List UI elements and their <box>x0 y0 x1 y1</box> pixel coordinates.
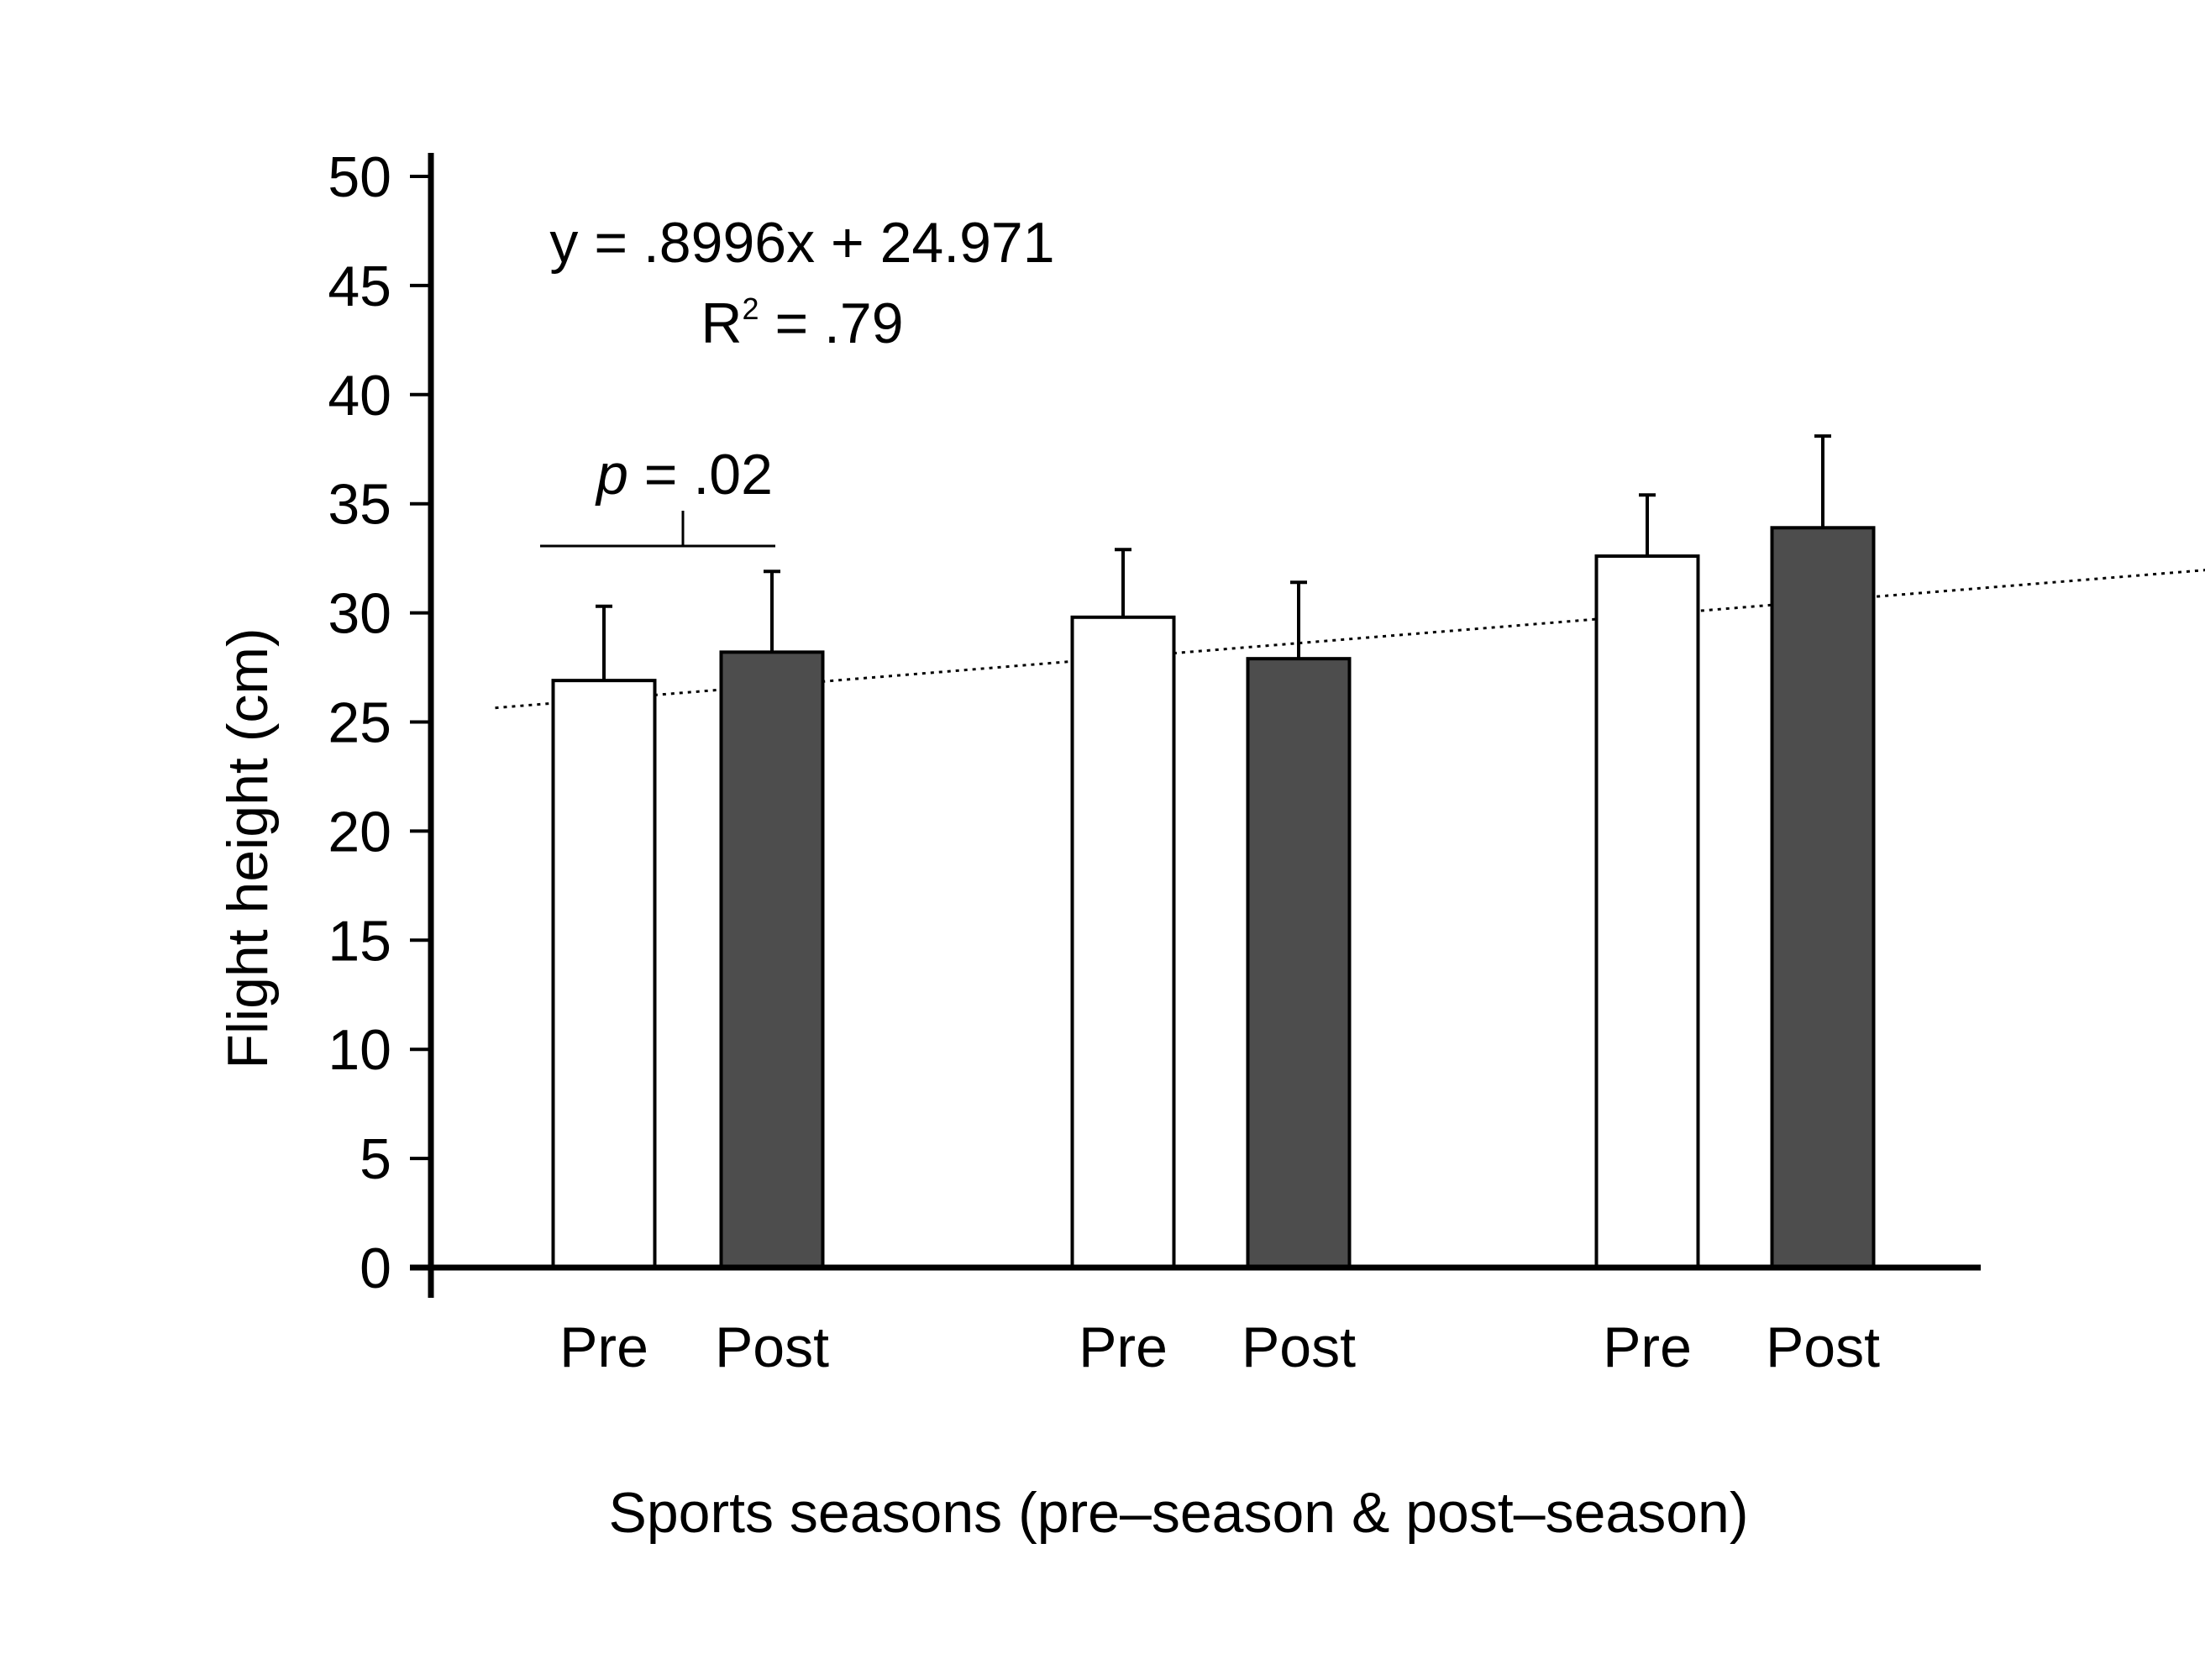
bar-post <box>1246 657 1352 1269</box>
x-tick-label: Pre <box>1603 1315 1692 1379</box>
y-tick-label: 50 <box>328 145 391 209</box>
x-tick-label: Post <box>715 1315 829 1379</box>
trendline <box>495 569 2205 710</box>
x-axis-tick-labels: Pre Post Pre Post Pre Post <box>559 1315 1880 1379</box>
y-tick-label: 20 <box>328 800 391 864</box>
axes-layer <box>410 153 1981 1298</box>
bar-post <box>719 650 825 1269</box>
x-tick-label: Post <box>1242 1315 1356 1379</box>
bar-pre <box>551 679 657 1269</box>
y-axis-label: Flight height (cm) <box>216 627 280 1068</box>
y-tick-label: 15 <box>328 909 391 973</box>
y-axis-ticks: 0 5 10 15 20 25 30 35 40 45 50 <box>328 145 431 1300</box>
y-tick-label: 0 <box>360 1236 391 1300</box>
y-tick-label: 5 <box>360 1127 391 1191</box>
bars-layer <box>551 526 1876 1269</box>
bar-pre <box>1070 615 1176 1269</box>
y-tick-label: 35 <box>328 473 391 537</box>
r-squared-label: R2 = .79 <box>701 291 903 355</box>
x-axis-label: Sports seasons (pre–season & post–season… <box>608 1481 1748 1545</box>
y-tick-label: 30 <box>328 582 391 646</box>
trendline-equation: y = .8996x + 24.971 <box>549 211 1054 275</box>
p-value-label: p = .02 <box>595 443 773 507</box>
y-tick-label: 40 <box>328 364 391 428</box>
x-tick-label: Post <box>1766 1315 1880 1379</box>
y-tick-label: 45 <box>328 255 391 318</box>
y-tick-label: 25 <box>328 691 391 755</box>
x-tick-label: Pre <box>559 1315 648 1379</box>
x-tick-label: Pre <box>1079 1315 1168 1379</box>
bar-pre <box>1594 554 1700 1269</box>
significance-annotation: p = .02 <box>540 443 775 548</box>
y-tick-label: 10 <box>328 1018 391 1082</box>
bar-post <box>1770 526 1876 1269</box>
error-bars-layer <box>596 434 1831 681</box>
trendline-layer <box>495 569 2205 710</box>
